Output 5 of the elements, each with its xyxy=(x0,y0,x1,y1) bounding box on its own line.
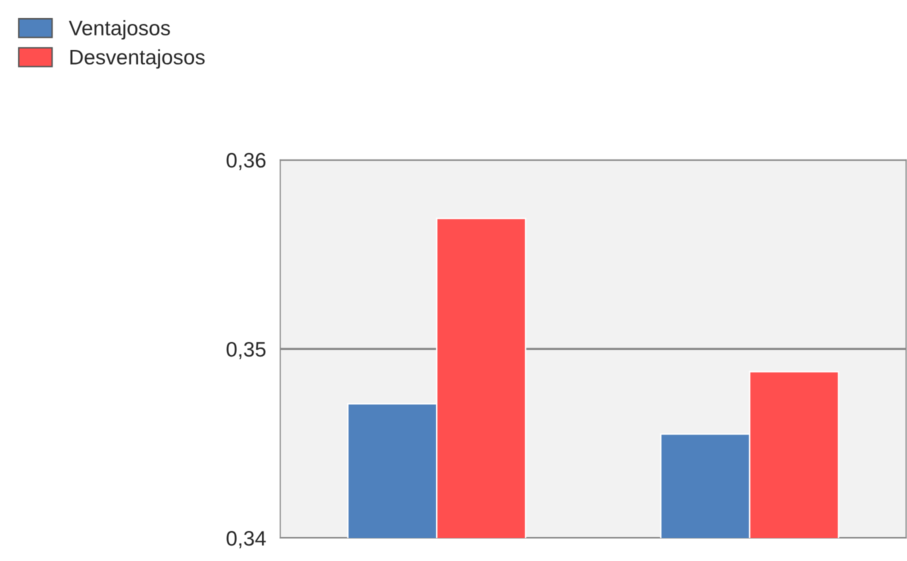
y-tick-label: 0,34 xyxy=(226,531,266,548)
y-tick-label: 0,35 xyxy=(226,342,266,360)
legend-label: Desventajosos xyxy=(70,49,205,69)
y-tick-label: 0,36 xyxy=(226,152,266,170)
legend-label: Ventajosos xyxy=(68,20,170,40)
